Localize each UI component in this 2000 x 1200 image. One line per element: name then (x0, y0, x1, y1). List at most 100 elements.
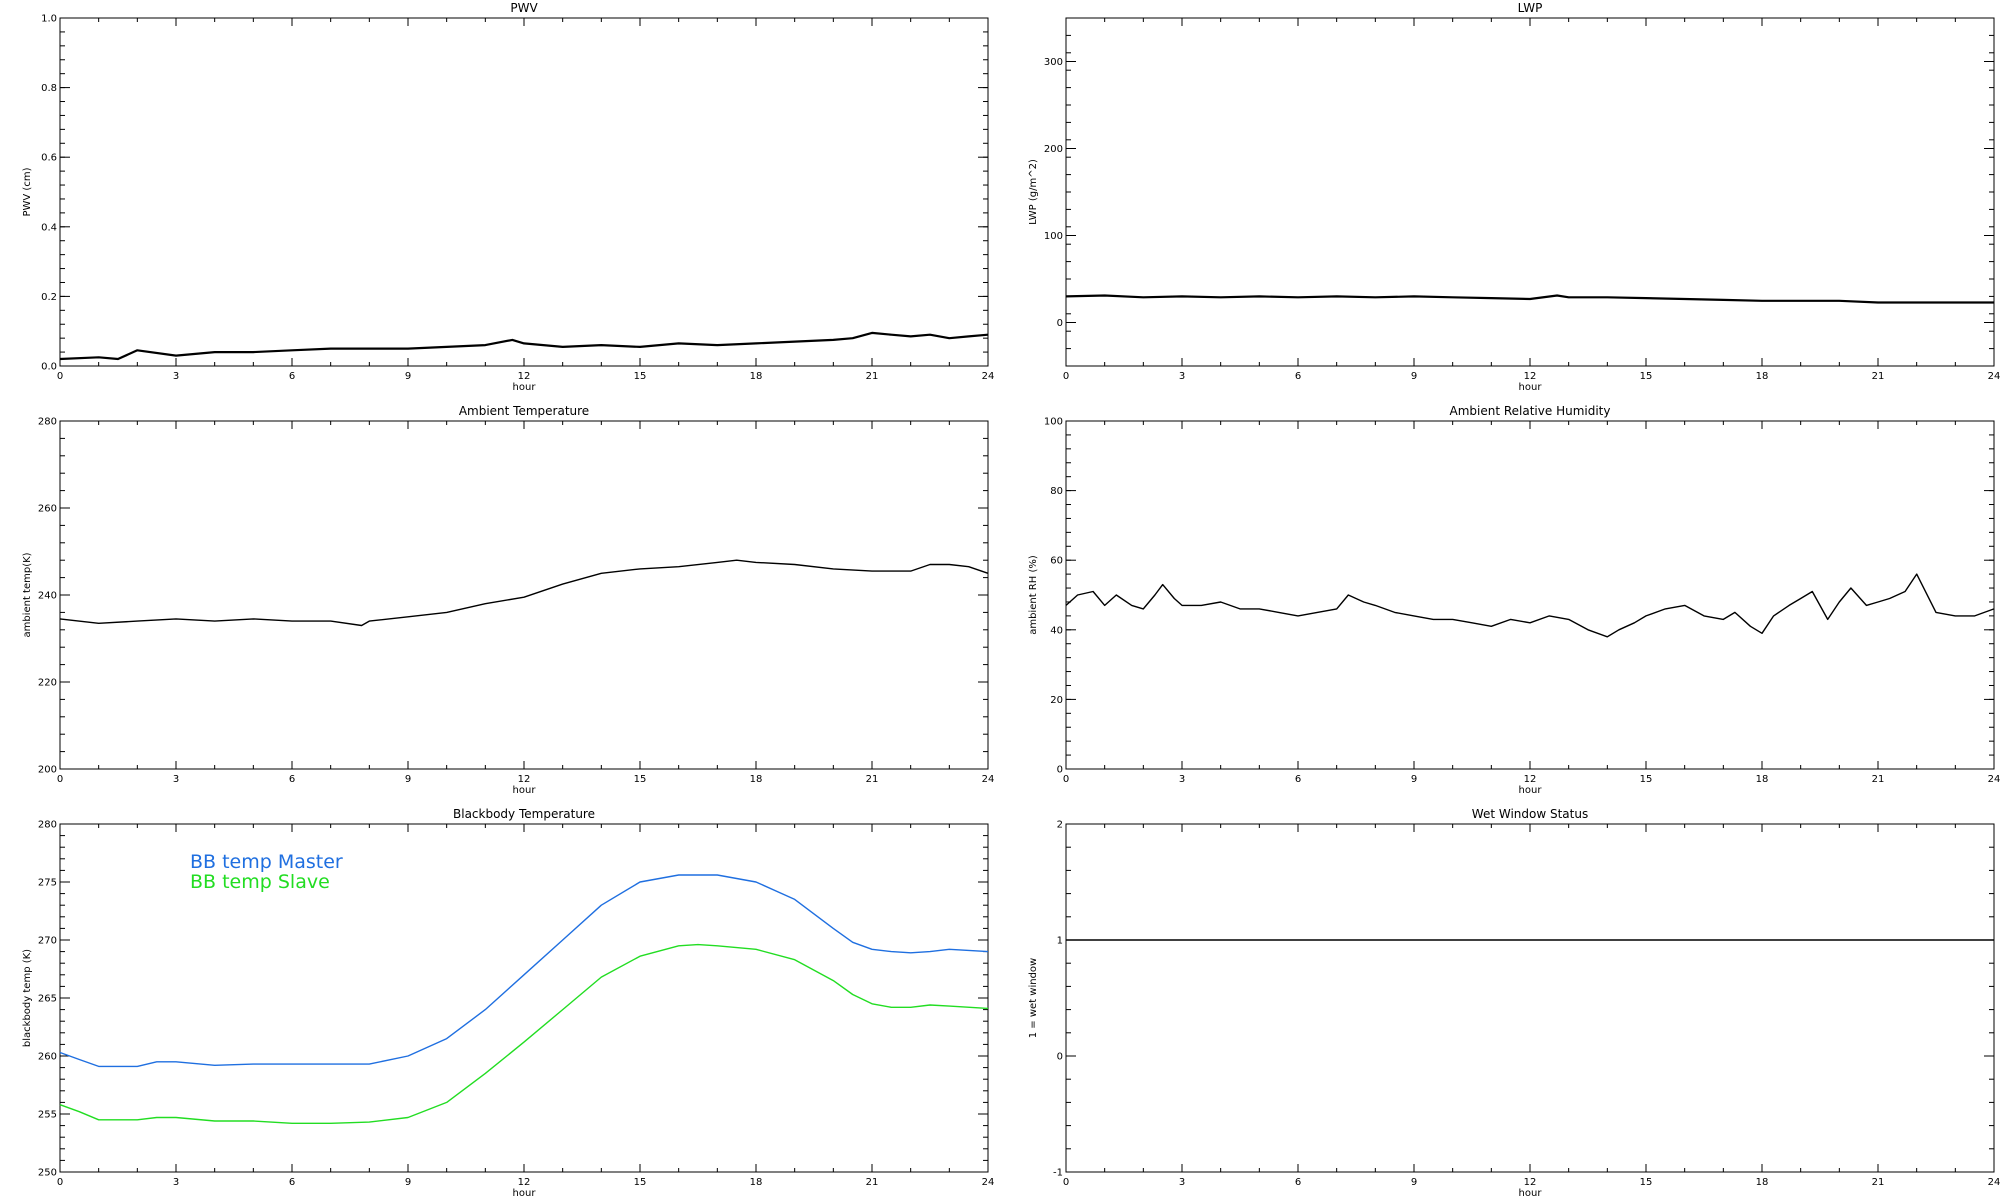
y-axis-label: blackbody temp (K) (22, 949, 33, 1047)
x-tick-label: 18 (1756, 371, 1769, 382)
x-tick-label: 9 (1411, 1177, 1417, 1188)
x-tick-label: 12 (1524, 371, 1537, 382)
y-tick-label: 275 (38, 878, 57, 889)
x-tick-label: 3 (173, 1177, 179, 1188)
chart-panel-2: Ambient Temperature 0 3 6 9 12 15 18 21 24 200 220 2… (22, 404, 994, 796)
chart-title: PWV (510, 1, 538, 15)
x-tick-label: 24 (982, 774, 995, 785)
x-tick-label: 12 (518, 774, 531, 785)
y-tick-label: 0 (1057, 765, 1063, 776)
x-tick-label: 24 (1988, 774, 2000, 785)
y-tick-label: 280 (38, 417, 57, 428)
x-tick-label: 0 (57, 1177, 63, 1188)
y-tick-label: 250 (38, 1168, 57, 1179)
y-tick-label: 1.0 (41, 14, 57, 25)
x-tick-label: 6 (1295, 1177, 1301, 1188)
y-tick-label: 200 (1044, 144, 1063, 155)
y-tick-label: 0 (1057, 1052, 1063, 1063)
legend-entry: BB temp Slave (190, 871, 330, 893)
x-tick-label: 15 (1640, 1177, 1653, 1188)
chart-panel-4: Blackbody Temperature 0 3 6 9 12 15 18 21 24 250 25… (22, 807, 994, 1199)
y-axis-label: 1 = wet window (1028, 958, 1039, 1038)
y-tick-label: 260 (38, 1052, 57, 1063)
plot-frame (1065, 420, 1995, 770)
x-tick-label: 3 (173, 371, 179, 382)
x-tick-label: 9 (405, 371, 411, 382)
x-axis-label: hour (1519, 1188, 1543, 1199)
y-tick-label: 0.2 (41, 292, 57, 303)
y-tick-label: 265 (38, 994, 57, 1005)
y-tick-label: 0 (1057, 318, 1063, 329)
x-tick-label: 6 (289, 371, 295, 382)
y-tick-label: 0.4 (41, 222, 57, 233)
y-tick-label: 20 (1050, 695, 1063, 706)
x-tick-label: 9 (405, 1177, 411, 1188)
x-tick-label: 0 (57, 774, 63, 785)
x-tick-label: 3 (173, 774, 179, 785)
y-tick-label: 2 (1057, 820, 1063, 831)
x-tick-label: 21 (866, 371, 879, 382)
x-tick-label: 3 (1179, 774, 1185, 785)
chart-panel-0: PWV 0 3 6 9 12 15 18 21 24 0.0 0.2 0.4 0.6 0.8 1.0 hour P… (22, 1, 994, 393)
y-tick-label: 220 (38, 678, 57, 689)
x-tick-label: 6 (289, 774, 295, 785)
y-axis-label: PWV (cm) (22, 167, 33, 216)
chart-title: Blackbody Temperature (453, 807, 595, 821)
x-tick-label: 24 (982, 1177, 995, 1188)
x-tick-label: 3 (1179, 1177, 1185, 1188)
y-axis-label: LWP (g/m^2) (1028, 159, 1039, 225)
x-tick-label: 9 (1411, 371, 1417, 382)
y-tick-label: 40 (1050, 625, 1063, 636)
legend-entry: BB temp Master (190, 851, 343, 873)
y-tick-label: 255 (38, 1110, 57, 1121)
x-tick-label: 9 (405, 774, 411, 785)
plot-frame (1065, 823, 1995, 1173)
plot-frame (59, 420, 989, 770)
y-axis-label: ambient RH (%) (1028, 555, 1039, 635)
y-tick-label: 0.0 (41, 362, 57, 373)
x-axis-label: hour (1519, 785, 1543, 796)
x-tick-label: 18 (1756, 1177, 1769, 1188)
chart-title: Ambient Temperature (459, 404, 589, 418)
y-tick-label: 0.8 (41, 83, 57, 94)
x-tick-label: 21 (866, 774, 879, 785)
series-line-1 (59, 943, 989, 1124)
y-axis-label: ambient temp(K) (22, 552, 33, 637)
plot-frame (59, 17, 989, 367)
x-tick-label: 3 (1179, 371, 1185, 382)
chart-title: Wet Window Status (1472, 807, 1588, 821)
plot-frame (1065, 17, 1995, 367)
y-tick-label: 200 (38, 765, 57, 776)
y-tick-label: 100 (1044, 231, 1063, 242)
x-tick-label: 21 (866, 1177, 879, 1188)
y-tick-label: 60 (1050, 556, 1063, 567)
x-tick-label: 21 (1872, 371, 1885, 382)
x-axis-label: hour (513, 382, 537, 393)
x-tick-label: 12 (1524, 774, 1537, 785)
y-tick-label: 280 (38, 820, 57, 831)
y-tick-label: 1 (1057, 936, 1063, 947)
x-tick-label: 0 (57, 371, 63, 382)
series-line-0 (1065, 294, 1994, 304)
series-line-0 (1065, 573, 1995, 638)
x-tick-label: 6 (289, 1177, 295, 1188)
series-line-0 (59, 331, 989, 361)
x-axis-label: hour (513, 1188, 537, 1199)
x-tick-label: 18 (1756, 774, 1769, 785)
x-tick-label: 24 (1988, 1177, 2000, 1188)
y-tick-label: 100 (1044, 417, 1063, 428)
x-tick-label: 15 (634, 1177, 647, 1188)
x-tick-label: 12 (518, 1177, 531, 1188)
y-tick-label: 300 (1044, 57, 1063, 68)
series-line-0 (59, 559, 989, 627)
series-line-0 (59, 874, 989, 1068)
x-tick-label: 12 (518, 371, 531, 382)
x-tick-label: 24 (1988, 371, 2000, 382)
x-tick-label: 15 (634, 774, 647, 785)
chart-title: LWP (1518, 1, 1543, 15)
y-tick-label: 240 (38, 591, 57, 602)
x-tick-label: 21 (1872, 774, 1885, 785)
y-tick-label: -1 (1053, 1168, 1063, 1179)
